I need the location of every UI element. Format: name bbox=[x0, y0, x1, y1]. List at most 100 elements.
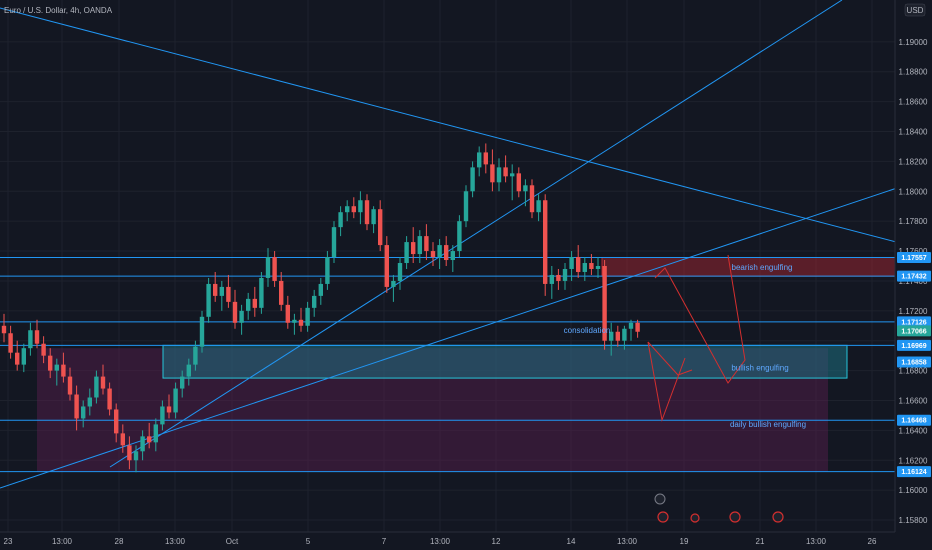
candle-body[interactable] bbox=[628, 322, 634, 329]
candle-body[interactable] bbox=[21, 348, 26, 365]
event-icon[interactable] bbox=[654, 493, 666, 505]
candle-body[interactable] bbox=[411, 242, 416, 255]
candle-body[interactable] bbox=[430, 251, 436, 258]
candle-body[interactable] bbox=[444, 245, 449, 261]
candle-body[interactable] bbox=[470, 167, 475, 192]
candle-body[interactable] bbox=[219, 286, 224, 296]
candle-body[interactable] bbox=[173, 388, 178, 413]
candle-body[interactable] bbox=[404, 242, 409, 264]
candle-body[interactable] bbox=[503, 167, 508, 177]
candle-body[interactable] bbox=[483, 152, 488, 165]
candle-body[interactable] bbox=[246, 298, 251, 311]
candle-body[interactable] bbox=[615, 331, 620, 341]
candle-body[interactable] bbox=[543, 200, 548, 284]
candle-body[interactable] bbox=[345, 206, 350, 213]
candle-body[interactable] bbox=[54, 364, 59, 371]
candle-body[interactable] bbox=[206, 283, 211, 317]
candle-body[interactable] bbox=[576, 257, 581, 272]
candle-body[interactable] bbox=[279, 280, 284, 305]
candle-body[interactable] bbox=[153, 424, 158, 443]
candle-body[interactable] bbox=[622, 328, 627, 341]
candle-body[interactable] bbox=[635, 322, 640, 332]
candle-body[interactable] bbox=[298, 319, 304, 326]
candle-body[interactable] bbox=[358, 200, 363, 213]
candle-body[interactable] bbox=[582, 263, 587, 272]
candle-body[interactable] bbox=[8, 333, 13, 353]
candle-body[interactable] bbox=[226, 286, 231, 302]
event-icon[interactable] bbox=[657, 511, 669, 523]
candle-body[interactable] bbox=[490, 164, 495, 183]
candle-body[interactable] bbox=[87, 397, 92, 407]
time-axis[interactable]: 23 13:00 28 13:00 Oct 5 7 13:00 12 14 13:00 19 21 13:… bbox=[4, 537, 877, 546]
candle-body[interactable] bbox=[549, 274, 554, 284]
candle-body[interactable] bbox=[417, 236, 422, 255]
candle-body[interactable] bbox=[338, 212, 343, 228]
candle-body[interactable] bbox=[292, 319, 297, 323]
candle-body[interactable] bbox=[529, 185, 535, 213]
candle-body[interactable] bbox=[602, 266, 607, 341]
candle-body[interactable] bbox=[232, 301, 238, 323]
candle-body[interactable] bbox=[371, 209, 376, 225]
candle-body[interactable] bbox=[147, 436, 152, 443]
candle-body[interactable] bbox=[463, 191, 469, 222]
candle-body[interactable] bbox=[609, 331, 614, 341]
event-icon[interactable] bbox=[690, 513, 700, 523]
candle-body[interactable] bbox=[61, 364, 66, 377]
candle-body[interactable] bbox=[193, 346, 198, 365]
candle-body[interactable] bbox=[516, 173, 521, 192]
candle-body[interactable] bbox=[305, 307, 310, 326]
candle-body[interactable] bbox=[523, 185, 528, 192]
candle-body[interactable] bbox=[133, 451, 139, 461]
candle-body[interactable] bbox=[569, 257, 574, 269]
candle-body[interactable] bbox=[384, 245, 389, 287]
candle-body[interactable] bbox=[140, 436, 145, 452]
candle-body[interactable] bbox=[41, 343, 46, 356]
candle-body[interactable] bbox=[325, 257, 330, 284]
candle-body[interactable] bbox=[199, 316, 205, 347]
candle-body[interactable] bbox=[74, 394, 79, 419]
candle-body[interactable] bbox=[114, 409, 119, 434]
candle-body[interactable] bbox=[180, 376, 185, 389]
ascending-channel-line[interactable] bbox=[109, 0, 843, 468]
event-icon[interactable] bbox=[729, 511, 741, 523]
candle-body[interactable] bbox=[265, 257, 271, 278]
candle-body[interactable] bbox=[107, 388, 112, 410]
candle-body[interactable] bbox=[213, 283, 218, 296]
candle-body[interactable] bbox=[450, 251, 455, 261]
candle-body[interactable] bbox=[496, 167, 502, 183]
candle-body[interactable] bbox=[364, 200, 370, 225]
candle-body[interactable] bbox=[120, 433, 125, 446]
candle-body[interactable] bbox=[312, 295, 317, 308]
candle-body[interactable] bbox=[1, 325, 7, 334]
candle-body[interactable] bbox=[166, 406, 172, 413]
candle-body[interactable] bbox=[34, 330, 40, 344]
candle-body[interactable] bbox=[437, 245, 442, 258]
candle-body[interactable] bbox=[424, 236, 429, 252]
event-icon[interactable] bbox=[772, 511, 784, 523]
candle-body[interactable] bbox=[285, 304, 290, 323]
candle-body[interactable] bbox=[318, 283, 323, 296]
candle-body[interactable] bbox=[351, 206, 356, 213]
demand-zone[interactable] bbox=[162, 344, 848, 379]
candle-body[interactable] bbox=[160, 406, 165, 425]
candle-body[interactable] bbox=[239, 310, 244, 323]
candle-body[interactable] bbox=[331, 227, 337, 258]
candle-body[interactable] bbox=[536, 200, 541, 213]
candle-body[interactable] bbox=[477, 152, 482, 168]
candle-body[interactable] bbox=[391, 280, 396, 287]
candle-body[interactable] bbox=[378, 209, 383, 246]
candle-body[interactable] bbox=[67, 376, 73, 395]
candle-body[interactable] bbox=[127, 445, 132, 461]
candle-body[interactable] bbox=[595, 266, 601, 269]
candle-body[interactable] bbox=[252, 298, 257, 308]
candle-body[interactable] bbox=[28, 330, 33, 349]
currency-badge[interactable] bbox=[904, 3, 926, 17]
descending-trendline[interactable] bbox=[0, 7, 901, 244]
candle-body[interactable] bbox=[259, 277, 264, 308]
candle-body[interactable] bbox=[272, 257, 277, 281]
candle-body[interactable] bbox=[510, 173, 515, 177]
candle-body[interactable] bbox=[48, 355, 53, 371]
candle-body[interactable] bbox=[562, 268, 568, 281]
candle-body[interactable] bbox=[15, 352, 20, 365]
candle-body[interactable] bbox=[457, 221, 462, 252]
